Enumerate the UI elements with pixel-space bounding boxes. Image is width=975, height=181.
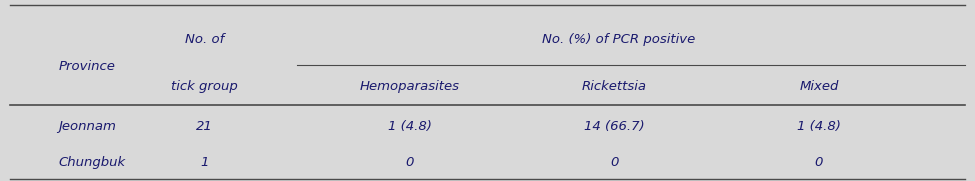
- Text: 1 (4.8): 1 (4.8): [798, 120, 840, 133]
- Text: 0: 0: [406, 156, 413, 169]
- Text: 14 (66.7): 14 (66.7): [584, 120, 644, 133]
- Text: Jeonnam: Jeonnam: [58, 120, 116, 133]
- Text: 0: 0: [610, 156, 618, 169]
- Text: No. (%) of PCR positive: No. (%) of PCR positive: [542, 33, 696, 46]
- Text: Province: Province: [58, 60, 115, 73]
- Text: Rickettsia: Rickettsia: [582, 80, 646, 93]
- Text: tick group: tick group: [172, 80, 238, 93]
- Text: Mixed: Mixed: [800, 80, 838, 93]
- Text: 1: 1: [201, 156, 209, 169]
- Text: 1 (4.8): 1 (4.8): [388, 120, 431, 133]
- Text: Hemoparasites: Hemoparasites: [360, 80, 459, 93]
- Text: 0: 0: [815, 156, 823, 169]
- Text: No. of: No. of: [185, 33, 224, 46]
- Text: Chungbuk: Chungbuk: [58, 156, 126, 169]
- Text: 21: 21: [196, 120, 214, 133]
